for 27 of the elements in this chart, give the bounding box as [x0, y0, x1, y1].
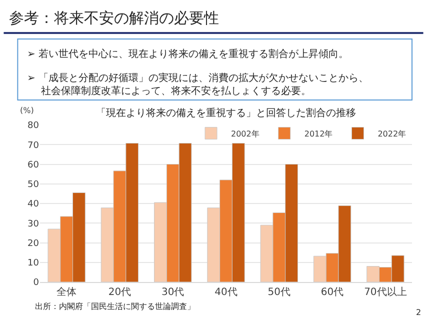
y-tick-label: 60: [28, 160, 40, 170]
text: 2: [416, 308, 422, 317]
x-tick-label: 60代: [320, 287, 344, 298]
x-tick-label: 40代: [214, 287, 238, 298]
text: ➢ 若い世代を中心に、現在より将来の備えを重視する割合が上昇傾向。: [27, 48, 349, 60]
legend-label: 2022年: [378, 129, 406, 138]
y-tick-label: 50: [28, 180, 40, 190]
y-tick-label: 70: [28, 140, 40, 151]
x-tick-label: 70代以上: [364, 286, 407, 298]
chart-title: 参考：将来不安の解消の必要性: [9, 9, 219, 27]
x-tick-label: 20代: [108, 287, 132, 298]
text: 出所：内閣府「国民生活に関する世論調査」: [35, 302, 195, 311]
y-tick-label: 40: [28, 200, 40, 210]
y-axis-title: (%): [20, 106, 34, 115]
x-tick-label: 全体: [56, 286, 77, 298]
y-tick-label: 20: [28, 238, 40, 249]
legend-label: 2002年: [231, 129, 260, 138]
chart-subtitle: 「現在より将来の備えを重視する」と回答した割合の推移: [96, 107, 356, 119]
text: 社会保障制度改革によって、将来不安を払しょくする必要。: [41, 85, 311, 97]
text: ➢ 「成長と分配の好循環」の実現には、消費の拡大が欠かせないことから、: [27, 72, 369, 84]
x-tick-label: 30代: [161, 287, 184, 298]
legend-label: 2012年: [304, 129, 333, 138]
y-tick-label: 0: [33, 278, 40, 288]
y-tick-label: 10: [28, 258, 40, 269]
y-tick-label: 30: [28, 219, 40, 230]
y-tick-label: 80: [28, 121, 40, 132]
x-tick-label: 50代: [268, 287, 291, 298]
